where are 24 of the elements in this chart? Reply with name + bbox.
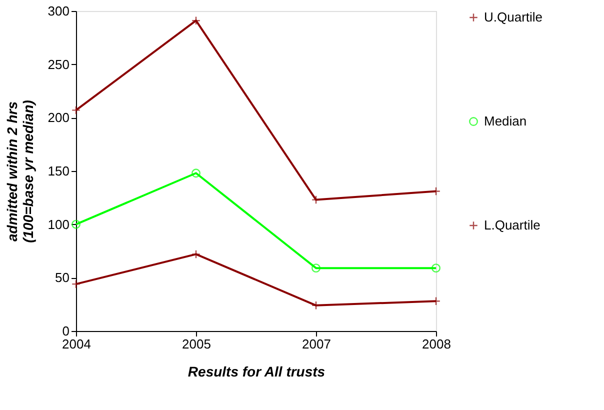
point [192, 16, 200, 26]
y-tick-label: 300 [48, 4, 70, 18]
point [72, 280, 80, 289]
y-tick-label: 0 [62, 324, 70, 338]
x-tick-label: 2005 [182, 336, 211, 352]
point [72, 106, 80, 115]
point [432, 264, 440, 273]
y-axis-title: admitted within 2 hrs (100=base yr median) [4, 100, 36, 243]
x-tick-label: 2008 [422, 336, 451, 352]
y-tick-label: 50 [55, 270, 70, 286]
legend-label: L.Quartile [484, 218, 540, 232]
legend-label: U.Quartile [484, 10, 543, 24]
y-tick-label: 250 [48, 56, 70, 72]
point [192, 168, 200, 178]
y-tick-label: 200 [48, 110, 70, 126]
legend-label: Median [484, 114, 527, 128]
point [192, 250, 200, 259]
y-tick-label: 100 [48, 216, 70, 232]
point [312, 264, 320, 273]
y-tick-label: 150 [48, 164, 70, 178]
x-tick-label: 2007 [302, 336, 331, 352]
x-tick-label: 2004 [62, 336, 91, 352]
point [72, 220, 80, 229]
x-axis-title: Results for All trusts [188, 364, 326, 380]
